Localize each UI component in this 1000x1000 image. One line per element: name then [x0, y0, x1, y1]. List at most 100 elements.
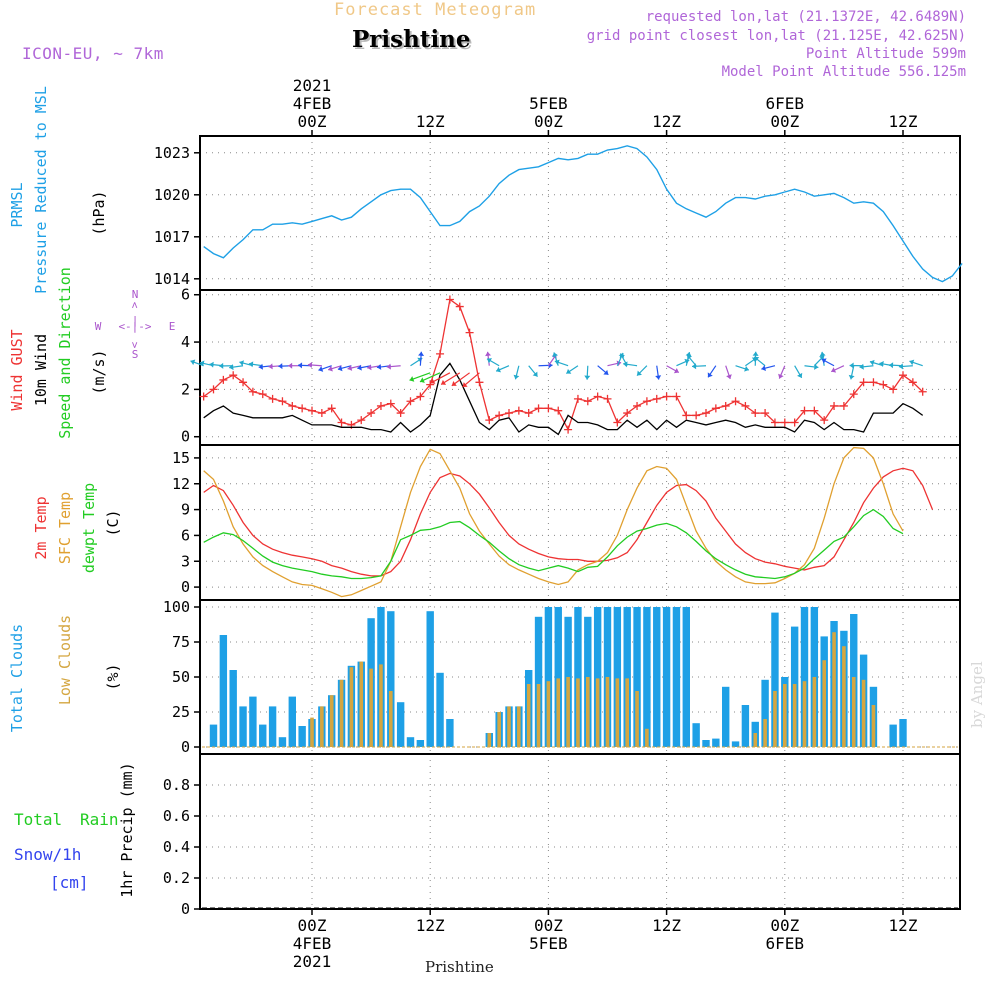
low-cloud-bar: [832, 632, 836, 747]
gust-marker: [751, 409, 760, 418]
wind-direction-arrowhead: [797, 372, 803, 378]
time-label-bottom: 12Z: [889, 916, 918, 935]
gust-marker: [642, 397, 651, 406]
compass-n: N: [132, 288, 139, 301]
gust-marker: [869, 378, 878, 387]
gust-marker: [495, 411, 504, 420]
y-tick-label: 4: [181, 333, 190, 351]
wind-direction-arrowhead: [673, 367, 679, 374]
temp-2m-line: [203, 467, 934, 577]
gust-marker: [258, 390, 267, 399]
gust-marker: [465, 328, 474, 337]
total-cloud-bar: [259, 724, 267, 747]
total-cloud-bar: [771, 612, 779, 747]
gust-line: [203, 298, 924, 432]
gust-marker: [396, 409, 405, 418]
gust-marker: [672, 392, 681, 401]
gust-marker: [908, 378, 917, 387]
y-tick-label: 9: [181, 501, 190, 519]
compass-s: S: [132, 348, 139, 361]
gust-marker: [485, 416, 494, 425]
wind-direction-arrowhead: [357, 364, 362, 371]
panel-frame-pressure: [199, 135, 961, 291]
pressure-label-2: Pressure Reduced to MSL: [32, 86, 50, 294]
time-label-bottom: 00Z: [298, 916, 327, 935]
wind-direction-arrowhead: [190, 359, 196, 366]
time-label-bottom: 12Z: [652, 916, 681, 935]
requested-coords: requested lon,lat (21.1372E, 42.6489N): [645, 9, 966, 25]
pressure-line: [203, 145, 963, 283]
time-label-bottom: 6FEB: [766, 934, 805, 953]
low-cloud-bar: [625, 678, 629, 747]
compass-v-dn: <: [128, 341, 141, 348]
dewpt-line: [203, 508, 904, 580]
low-cloud-bar: [379, 664, 383, 747]
low-cloud-bar: [487, 733, 492, 747]
gust-marker: [721, 401, 730, 410]
y-tick-label: 12: [172, 475, 190, 493]
low-cloud-bar: [851, 677, 856, 747]
gust-marker: [505, 409, 513, 418]
wind-direction-arrowhead: [487, 358, 492, 364]
wind-direction-arrowhead: [849, 362, 854, 369]
gust-marker: [889, 385, 898, 394]
low-cloud-bar: [635, 691, 639, 747]
gust-marker: [761, 409, 770, 418]
gust-marker: [514, 406, 523, 415]
pressure-label-1: PRMSL: [8, 182, 26, 227]
gust-marker: [337, 418, 346, 427]
low-cloud-bar: [566, 677, 570, 747]
clouds-label-total: Total Clouds: [8, 624, 26, 732]
gust-marker: [790, 418, 799, 427]
wind-direction-arrowhead: [337, 365, 343, 372]
total-cloud-bar: [416, 740, 425, 747]
total-cloud-bar: [613, 607, 622, 747]
total-cloud-bar: [288, 696, 296, 747]
time-label-bottom: 12Z: [416, 916, 445, 935]
gust-marker: [583, 397, 592, 406]
total-cloud-bar: [574, 607, 582, 747]
y-tick-label: 25: [172, 703, 190, 721]
total-cloud-bar: [436, 672, 444, 747]
wind-direction-arrowhead: [496, 366, 501, 373]
total-cloud-bar: [623, 607, 631, 747]
low-cloud-bar: [329, 695, 334, 747]
precip-legend-cm: [cm]: [50, 873, 89, 892]
y-tick-label: 6: [181, 286, 190, 304]
gust-marker: [475, 378, 484, 387]
wind-direction-arrowhead: [430, 378, 436, 384]
wind-units: (m/s): [90, 349, 108, 394]
y-tick-label: 100: [163, 598, 190, 616]
low-cloud-bar: [507, 706, 511, 747]
point-altitude: Point Altitude 599m: [805, 46, 966, 62]
gust-marker: [406, 397, 415, 406]
total-cloud-bar: [899, 719, 907, 747]
gust-marker: [209, 385, 218, 394]
gust-marker: [564, 425, 573, 434]
wind-direction-arrowhead: [376, 363, 382, 370]
time-label-top: 4FEB: [293, 94, 332, 113]
wind-direction-arrowhead: [821, 358, 827, 364]
gust-marker: [731, 397, 740, 406]
gust-marker: [692, 411, 701, 420]
wind-direction-arrowhead: [268, 363, 273, 370]
temp-label-sfc: SFC Temp: [56, 492, 74, 564]
gust-marker: [544, 404, 553, 413]
gust-marker: [199, 392, 208, 401]
gust-marker: [603, 394, 612, 403]
gust-marker: [879, 380, 888, 389]
gust-marker: [573, 394, 582, 403]
total-cloud-bar: [209, 724, 218, 747]
time-label-top: 5FEB: [529, 94, 568, 113]
gust-marker: [327, 404, 336, 413]
total-cloud-bar: [672, 607, 681, 747]
low-cloud-bar: [645, 728, 649, 747]
wind-direction-arrowhead: [532, 371, 538, 377]
gust-marker: [288, 401, 297, 410]
gust-marker: [298, 404, 307, 413]
compass-e: E: [169, 320, 176, 333]
time-label-bottom: 00Z: [770, 916, 799, 935]
low-cloud-bar: [359, 661, 364, 747]
time-label-top: 00Z: [298, 112, 327, 131]
